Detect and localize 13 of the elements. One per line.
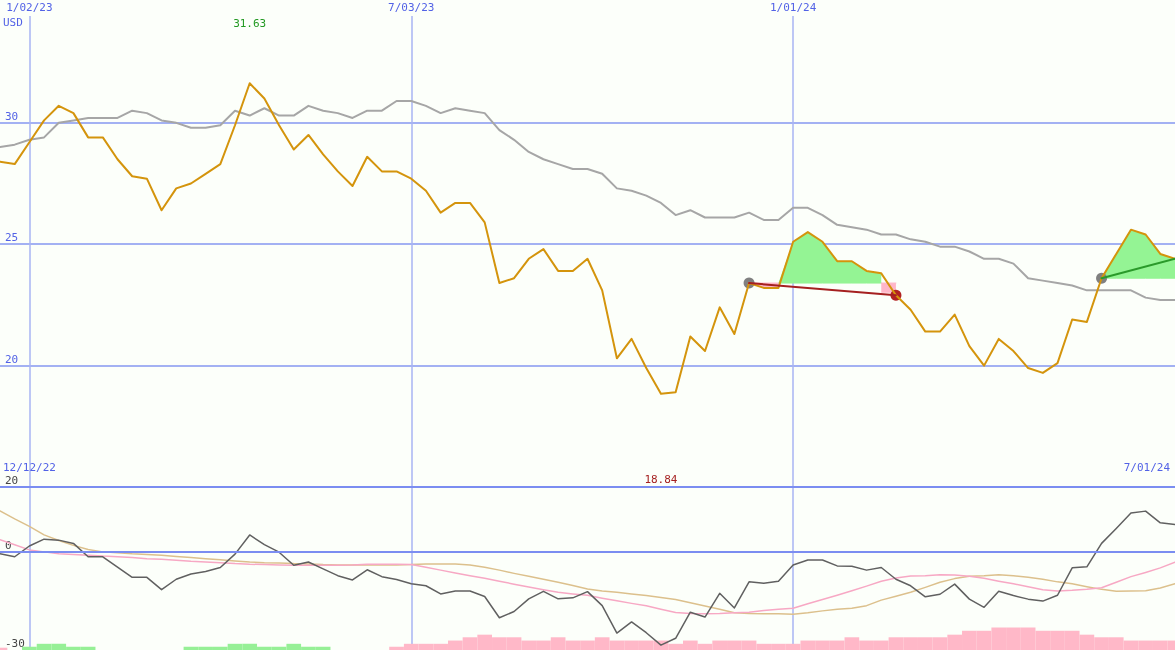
annotation: 18.84 (644, 473, 678, 486)
y-tick-label: 25 (5, 231, 19, 245)
annotation: 12/12/22 (3, 461, 56, 474)
x-tick-label: 7/03/23 (388, 1, 435, 14)
annotation: 7/01/24 (1123, 461, 1171, 474)
y-tick-label: -30 (5, 637, 25, 650)
y-axis-title: USD (3, 16, 23, 29)
x-tick-label: 1/01/24 (769, 1, 817, 14)
y-tick-label: 30 (5, 109, 19, 123)
y-tick-label: 20 (5, 352, 19, 366)
x-tick-label: 1/02/23 (6, 1, 53, 14)
y-tick-label: 20 (5, 474, 19, 487)
annotation: 31.63 (233, 17, 267, 30)
